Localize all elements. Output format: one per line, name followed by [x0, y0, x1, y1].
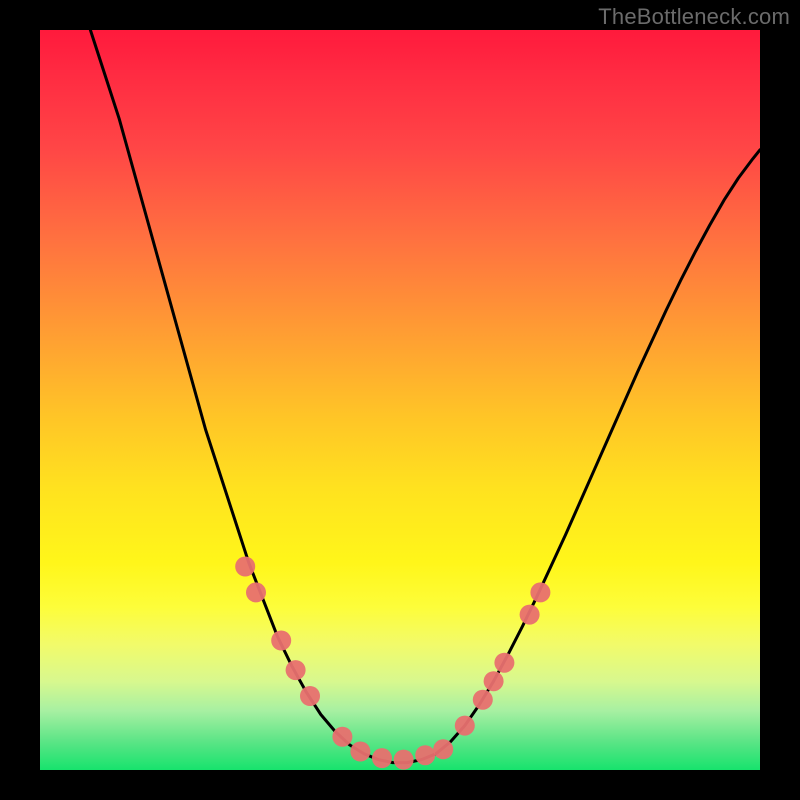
data-marker [484, 671, 504, 691]
data-marker [235, 557, 255, 577]
data-marker [415, 745, 435, 765]
data-marker [394, 750, 414, 770]
data-marker [372, 748, 392, 768]
bottleneck-chart [0, 0, 800, 800]
data-marker [350, 742, 370, 762]
data-marker [530, 582, 550, 602]
data-marker [286, 660, 306, 680]
data-marker [433, 739, 453, 759]
data-marker [520, 605, 540, 625]
data-marker [494, 653, 514, 673]
data-marker [332, 727, 352, 747]
plot-gradient-bg [40, 30, 760, 770]
data-marker [246, 582, 266, 602]
data-marker [473, 690, 493, 710]
data-marker [455, 716, 475, 736]
data-marker [300, 686, 320, 706]
data-marker [271, 631, 291, 651]
